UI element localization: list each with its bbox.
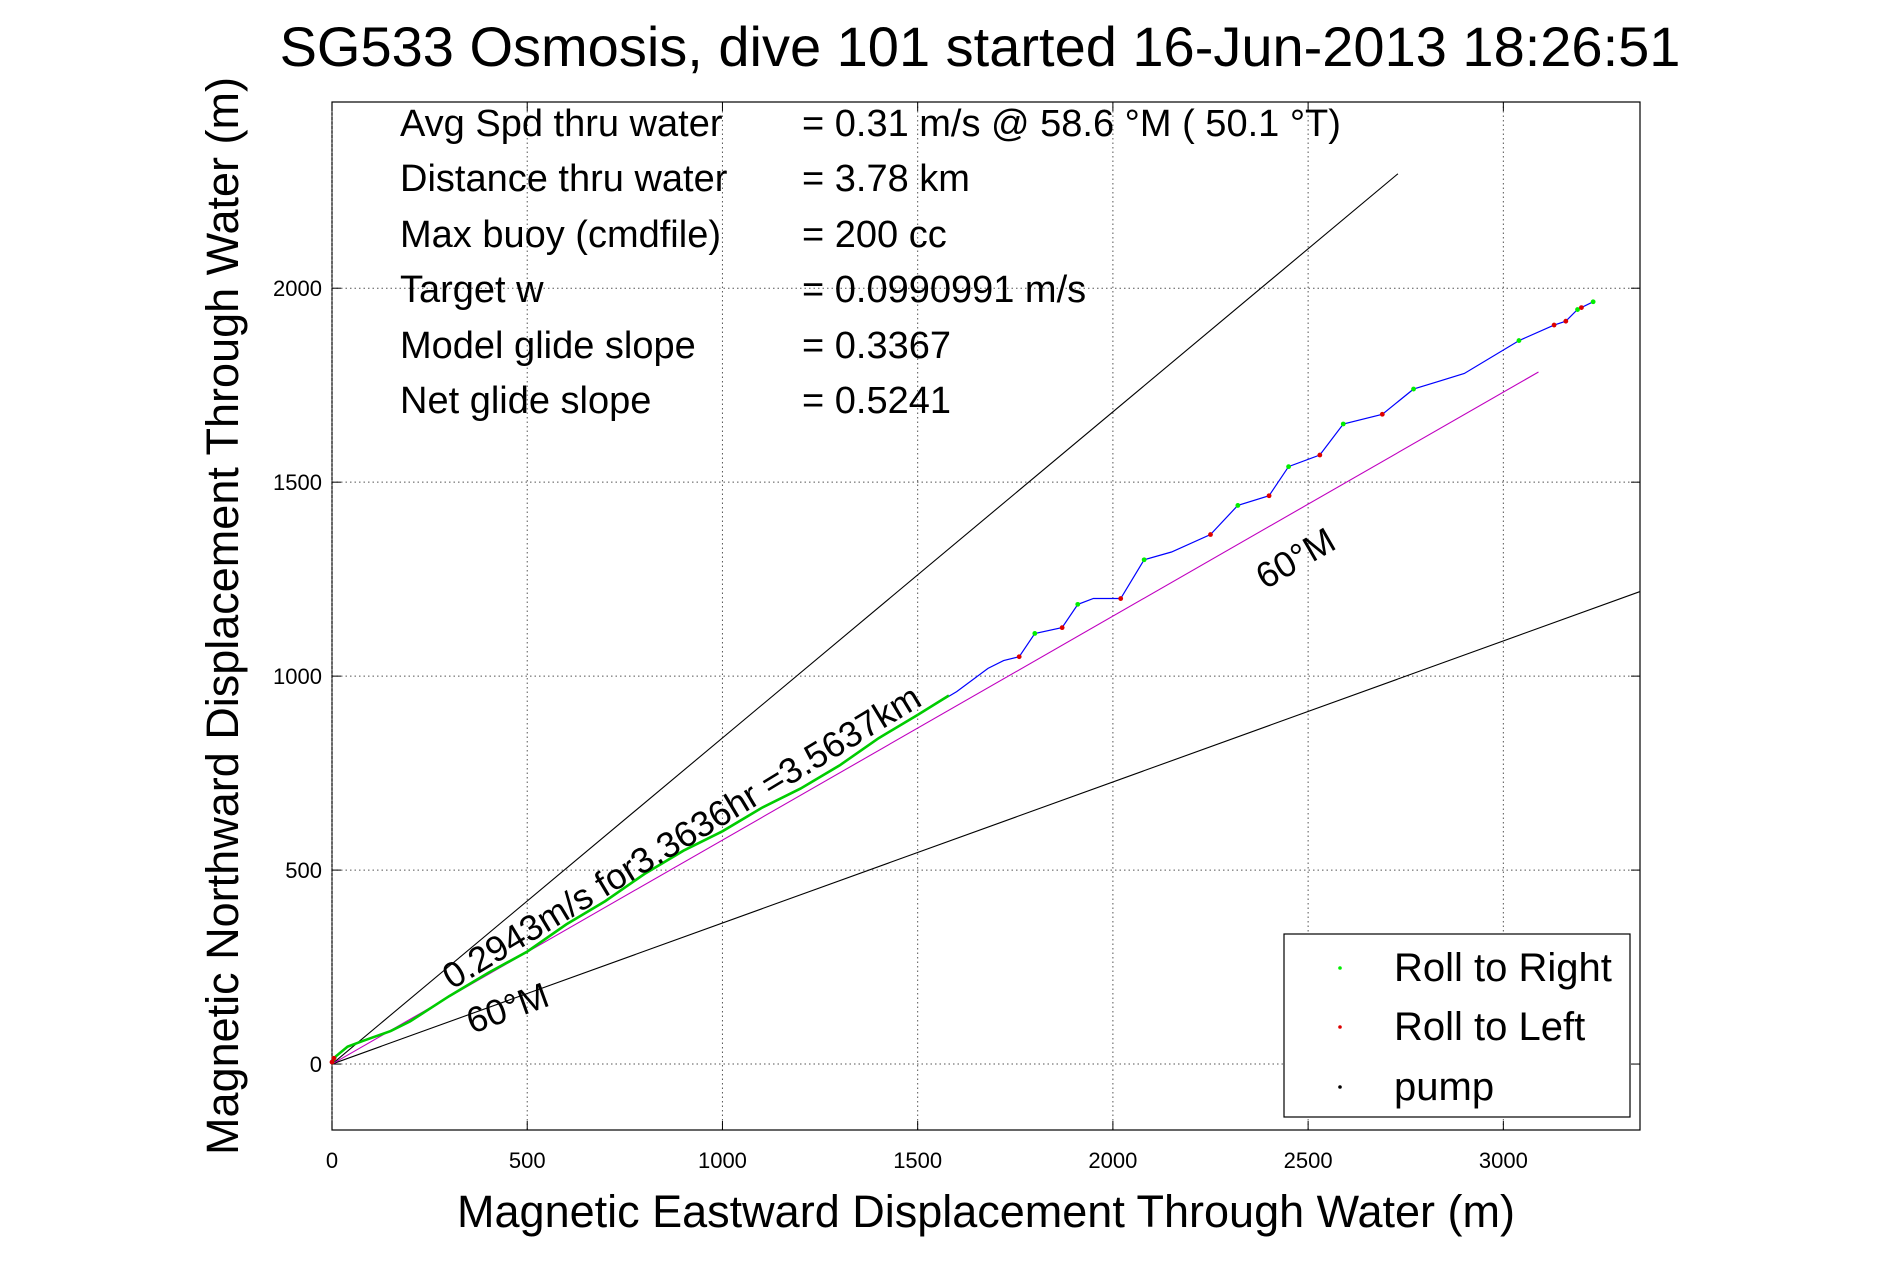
y-tick-label: 1500 <box>273 470 322 495</box>
legend-marker-roll-right <box>1338 966 1342 970</box>
stat-label: Avg Spd thru water <box>400 103 723 145</box>
y-tick-label: 2000 <box>273 276 322 301</box>
legend-label-roll-right: Roll to Right <box>1394 946 1612 990</box>
marker-roll-to-left <box>331 1055 337 1061</box>
marker-roll-to-left <box>1317 452 1323 458</box>
reference-line <box>331 173 1399 1065</box>
x-tick-label: 1500 <box>893 1148 942 1173</box>
legend-label-pump: pump <box>1394 1065 1494 1109</box>
roll-markers <box>329 299 1596 1065</box>
marker-roll-to-left <box>1059 625 1065 631</box>
chart-title: SG533 Osmosis, dive 101 started 16-Jun-2… <box>280 15 1681 78</box>
stat-label: Target w <box>400 269 544 311</box>
stat-value: = 0.31 m/s @ 58.6 °M ( 50.1 °T) <box>802 103 1341 145</box>
marker-roll-to-left <box>1208 532 1213 537</box>
x-tick-label: 3000 <box>1479 1148 1528 1173</box>
legend: Roll to Right Roll to Left pump <box>1283 933 1631 1118</box>
y-axis-label: Magnetic Northward Displacement Through … <box>197 77 248 1155</box>
stat-label: Max buoy (cmdfile) <box>400 214 721 256</box>
roll-right-track-segment <box>330 694 950 1065</box>
marker-roll-to-right <box>1032 631 1038 636</box>
marker-roll-to-right <box>1340 421 1346 427</box>
stat-value: = 0.0990991 m/s <box>802 269 1086 311</box>
marker-roll-to-left <box>1118 596 1124 601</box>
stat-label: Net glide slope <box>400 380 651 422</box>
dive-track <box>330 301 1594 1065</box>
stat-label: Model glide slope <box>400 325 696 367</box>
marker-roll-to-right <box>1575 307 1580 312</box>
x-tick-label: 2500 <box>1284 1148 1333 1173</box>
marker-roll-to-left <box>1563 318 1569 324</box>
stat-value: = 3.78 km <box>802 158 970 200</box>
marker-roll-to-right <box>1516 338 1522 343</box>
y-tick-label: 500 <box>285 858 322 883</box>
stats-block: Avg Spd thru water = 0.31 m/s @ 58.6 °M … <box>400 103 1341 422</box>
x-axis-label: Magnetic Eastward Displacement Through W… <box>457 1186 1515 1237</box>
marker-roll-to-left <box>1579 305 1584 310</box>
x-tick-label: 2000 <box>1088 1148 1137 1173</box>
marker-roll-to-right <box>1590 299 1596 305</box>
legend-marker-pump <box>1338 1085 1342 1089</box>
marker-roll-to-left <box>1016 654 1022 660</box>
legend-marker-roll-left <box>1338 1025 1342 1029</box>
marker-roll-to-left <box>1551 322 1557 328</box>
marker-roll-to-left <box>1379 411 1385 417</box>
y-tick-label: 1000 <box>273 664 322 689</box>
y-tick-label: 0 <box>310 1052 322 1077</box>
legend-label-roll-left: Roll to Left <box>1394 1005 1585 1049</box>
stat-value: = 0.5241 <box>802 380 951 422</box>
marker-roll-to-right <box>1411 386 1416 392</box>
marker-roll-to-right <box>1286 464 1291 470</box>
marker-roll-to-right <box>1075 601 1081 607</box>
marker-roll-to-right <box>1235 503 1241 508</box>
stat-value: = 0.3367 <box>802 325 951 367</box>
marker-roll-to-right <box>1141 557 1147 563</box>
x-tick-label: 1000 <box>698 1148 747 1173</box>
marker-roll-to-left <box>1266 493 1272 499</box>
x-tick-label: 0 <box>326 1148 338 1173</box>
marker-roll-to-left <box>329 1059 335 1065</box>
ticks: 0 500 1000 1500 2000 2500 3000 0 500 1000 1500 2000 <box>273 102 1640 1173</box>
stat-label: Distance thru water <box>400 158 728 200</box>
stat-value: = 200 cc <box>802 214 947 256</box>
reference-line <box>331 591 1641 1065</box>
x-tick-label: 500 <box>509 1148 546 1173</box>
